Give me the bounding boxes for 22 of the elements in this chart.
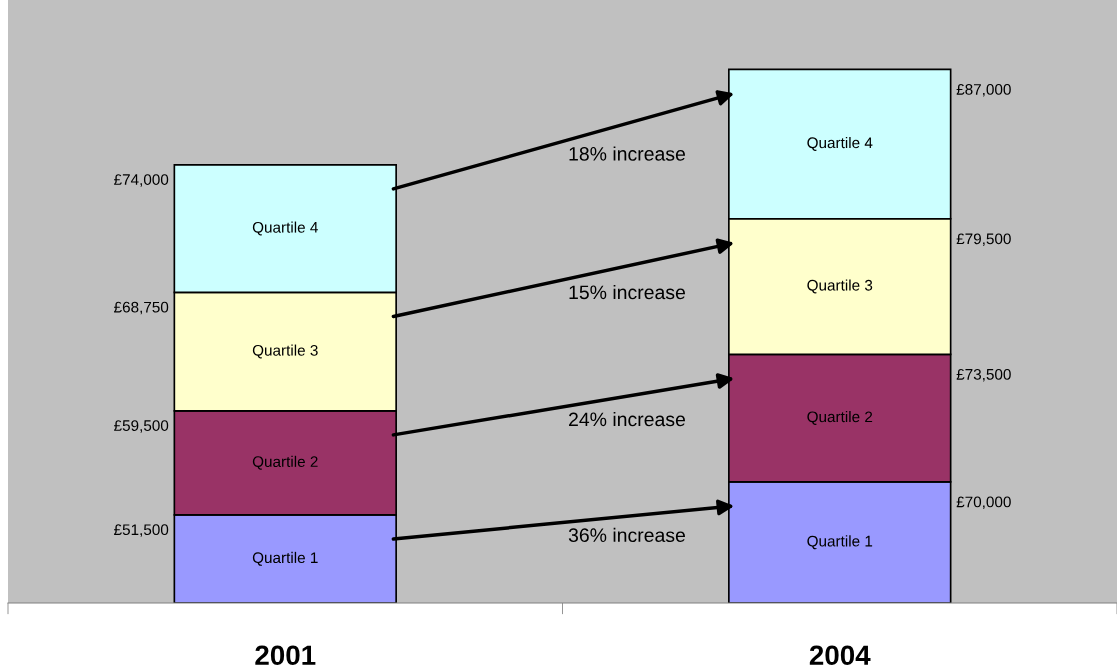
text: Quartile 3 <box>807 279 873 294</box>
annotation: £74,000 <box>114 174 169 187</box>
x-tick-label: 2004 <box>809 645 871 666</box>
annotation: £68,750 <box>114 301 169 315</box>
annotation: 18% increase <box>569 146 685 161</box>
annotation: 15% increase <box>569 284 685 300</box>
text: Quartile 2 <box>807 410 873 425</box>
series-label: Quartile 3 <box>252 344 318 359</box>
series-label: Quartile 1 <box>252 551 318 566</box>
annotation: £73,500 <box>956 368 1011 382</box>
annotation: £51,500 <box>114 524 169 537</box>
annotation: 24% increase <box>569 411 685 427</box>
text: Quartile 1 <box>807 535 873 550</box>
annotation: £87,000 <box>956 84 1011 97</box>
series-label: Quartile 2 <box>252 455 318 470</box>
series-label: Quartile 4 <box>252 221 318 236</box>
annotation: £59,500 <box>114 420 169 433</box>
text: Quartile 4 <box>807 136 873 151</box>
annotation: £70,000 <box>956 496 1011 510</box>
annotation: £79,500 <box>956 233 1011 247</box>
x-tick-label: 2001 <box>255 645 316 666</box>
annotation: 36% increase <box>568 527 685 543</box>
